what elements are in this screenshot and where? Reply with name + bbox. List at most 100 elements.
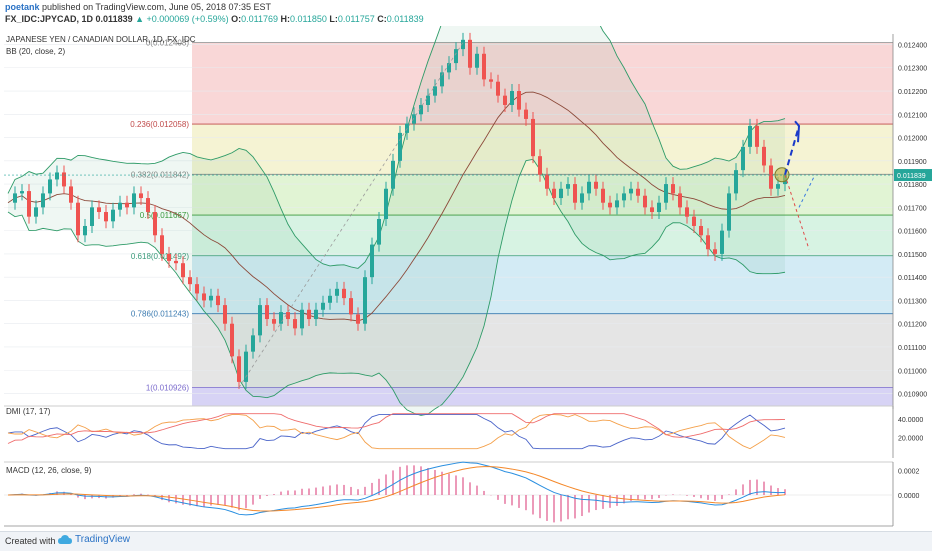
- candle-body: [328, 295, 332, 303]
- candle-body: [398, 132, 402, 161]
- candle-body: [601, 188, 605, 203]
- candle-body: [125, 202, 129, 208]
- chart-area[interactable]: 0(0.012408)0.236(0.012058)0.382(0.011842…: [0, 26, 932, 531]
- candle-body: [685, 207, 689, 217]
- candle-body: [510, 91, 514, 105]
- price-change: ▲ +0.000069 (+0.59%): [135, 14, 229, 24]
- open-label: O:: [231, 14, 242, 24]
- candle-body: [720, 230, 724, 254]
- candle-body: [202, 293, 206, 301]
- candle-body: [251, 335, 255, 352]
- price-tick-label: 0.011000: [898, 368, 927, 375]
- candle-body: [76, 202, 80, 236]
- macd-tick-label: 0.0000: [898, 493, 920, 500]
- candle-body: [426, 95, 430, 105]
- candle-body: [90, 207, 94, 226]
- candle-body: [209, 295, 213, 301]
- price-tick-label: 0.011200: [898, 322, 927, 329]
- candle-body: [496, 81, 500, 96]
- price-tick-label: 0.011900: [898, 159, 927, 166]
- symbol-label: FX_IDC:JPYCAD, 1D: [5, 14, 94, 24]
- candle-body: [671, 184, 675, 194]
- ohlc-line: FX_IDC:JPYCAD, 1D 0.011839 ▲ +0.000069 (…: [5, 14, 424, 24]
- dmi-tick-label: 40.0000: [898, 417, 923, 424]
- candle-body: [167, 253, 171, 261]
- candle-body: [559, 188, 563, 199]
- candle-body: [748, 125, 752, 147]
- candle-body: [265, 305, 269, 320]
- price-tick-label: 0.012200: [898, 89, 927, 96]
- bb-lower-line: [7, 158, 786, 416]
- dmi-tick-label: 20.0000: [898, 436, 923, 443]
- fib-band: [192, 215, 893, 256]
- candle-body: [587, 181, 591, 194]
- candle-body: [412, 114, 416, 124]
- candle-body: [377, 219, 381, 245]
- price-tick-label: 0.011500: [898, 252, 927, 259]
- candle-body: [48, 179, 52, 194]
- fib-label: 0.236(0.012058): [130, 120, 189, 129]
- cloud-icon: [58, 534, 72, 544]
- candle-body: [188, 277, 192, 285]
- author-link[interactable]: poetank: [5, 2, 40, 12]
- candle-body: [286, 312, 290, 320]
- candle-body: [258, 305, 262, 336]
- current-price-badge: [894, 169, 932, 182]
- tradingview-logo[interactable]: TradingView: [58, 534, 130, 545]
- candle-body: [132, 193, 136, 208]
- bull-arrow-head: [794, 120, 801, 143]
- candle-body: [692, 216, 696, 226]
- dmi-pane: 40.0000 20.0000: [4, 405, 923, 458]
- fib-trend-line: [238, 42, 464, 388]
- chart-title: JAPANESE YEN / CANADIAN DOLLAR, 1D, FX_I…: [6, 35, 196, 44]
- candle-body: [174, 260, 178, 264]
- candle-body: [146, 198, 150, 213]
- fib-band: [192, 387, 893, 406]
- candle-body: [538, 156, 542, 175]
- price-tick-label: 0.011800: [898, 182, 927, 189]
- candle-body: [552, 188, 556, 199]
- candle-body: [307, 309, 311, 320]
- adx-line: [7, 413, 786, 444]
- fib-band: [192, 124, 893, 175]
- candle-body: [664, 184, 668, 203]
- high-value: 0.011850: [290, 14, 327, 24]
- candle-body: [706, 235, 710, 250]
- candle-body: [41, 193, 45, 208]
- candle-body: [580, 193, 584, 203]
- candle-body: [776, 184, 780, 189]
- macd-label: MACD (12, 26, close, 9): [6, 466, 92, 475]
- price-tick-label: 0.011300: [898, 298, 927, 305]
- publish-line: poetank published on TradingView.com, Ju…: [5, 2, 271, 12]
- created-with: Created with: [5, 536, 56, 546]
- candle-body: [69, 186, 73, 203]
- candle-body: [223, 305, 227, 324]
- low-value: 0.011757: [337, 14, 375, 24]
- low-label: L:: [329, 14, 338, 24]
- candle-body: [272, 319, 276, 324]
- high-label: H:: [280, 14, 291, 24]
- current-price-label: 0.011839: [897, 173, 926, 180]
- candle-body: [643, 195, 647, 208]
- fib-band: [192, 174, 893, 216]
- fib-label: 0.786(0.011243): [131, 310, 189, 319]
- macd-line: [7, 461, 786, 516]
- candle-body: [97, 207, 101, 213]
- candle-body: [727, 193, 731, 231]
- dmi-minus-line: [7, 414, 786, 450]
- close-label: C:: [377, 14, 387, 24]
- candle-body: [153, 212, 157, 236]
- candle-body: [244, 351, 248, 382]
- candle-body: [20, 191, 24, 194]
- grid-lines: [4, 44, 893, 394]
- candle-body: [461, 39, 465, 50]
- candle-body: [230, 323, 234, 357]
- dmi-plus-line: [7, 414, 786, 450]
- candle-body: [349, 298, 353, 315]
- footer: Created with TradingView: [0, 531, 932, 551]
- macd-pane: 0.0002 0.0000: [4, 461, 920, 526]
- candle-body: [608, 202, 612, 208]
- macd-signal-line: [7, 466, 786, 512]
- candle-body: [314, 309, 318, 320]
- candle-body: [293, 319, 297, 329]
